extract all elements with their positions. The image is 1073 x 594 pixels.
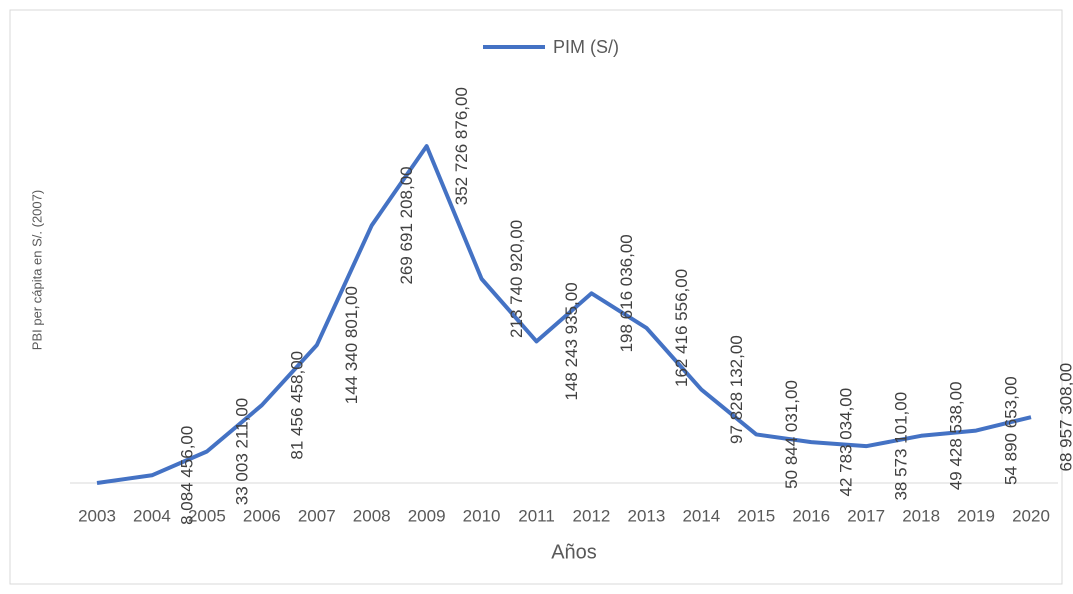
x-tick-label: 2013 (627, 506, 665, 525)
data-label: 42 783 034,00 (837, 388, 856, 497)
x-tick-label: 2018 (902, 506, 940, 525)
data-label: 81 456 458,00 (287, 351, 306, 460)
x-tick-label: 2009 (408, 506, 446, 525)
x-tick-label: 2004 (133, 506, 171, 525)
x-tick-label: 2016 (792, 506, 830, 525)
x-axis-title: Años (551, 541, 597, 563)
data-label: 148 243 935,00 (562, 282, 581, 400)
data-label: 162 416 556,00 (672, 269, 691, 387)
data-label: 54 890 653,00 (1002, 376, 1021, 485)
x-tick-label: 2003 (78, 506, 116, 525)
data-label: 269 691 208,00 (397, 166, 416, 284)
x-tick-label: 2019 (957, 506, 995, 525)
x-tick-label: 2017 (847, 506, 885, 525)
data-label: 38 573 101,00 (892, 392, 911, 501)
x-tick-label: 2020 (1012, 506, 1050, 525)
data-label: 198 616 036,00 (617, 234, 636, 352)
legend-label: PIM (S/) (553, 37, 619, 57)
x-tick-label: 2007 (298, 506, 336, 525)
chart-border (9, 9, 1063, 585)
x-tick-label: 2006 (243, 506, 281, 525)
data-label: 97 828 132,00 (727, 335, 746, 444)
data-label: 8 084 456,00 (177, 426, 196, 525)
data-label: 352 726 876,00 (452, 87, 471, 205)
series-line (96, 144, 1032, 485)
data-label: 144 340 801,00 (342, 286, 361, 404)
x-tick-label: 2010 (463, 506, 501, 525)
x-tick-label: 2014 (682, 506, 720, 525)
data-label: 213 740 920,00 (507, 220, 526, 338)
data-label: 68 957 308,00 (1056, 363, 1073, 472)
x-tick-label: 2012 (573, 506, 611, 525)
x-tick-label: 2011 (518, 506, 555, 525)
data-label: 50 844 031,00 (782, 380, 801, 489)
x-tick-label: 2005 (188, 506, 226, 525)
x-tick-label: 2008 (353, 506, 391, 525)
data-label: 33 003 211,00 (232, 398, 251, 505)
x-tick-label: 2015 (737, 506, 775, 525)
y-axis-title: PBI per cápita en S/. (2007) (29, 190, 44, 350)
data-label: 49 428 538,00 (947, 381, 966, 490)
